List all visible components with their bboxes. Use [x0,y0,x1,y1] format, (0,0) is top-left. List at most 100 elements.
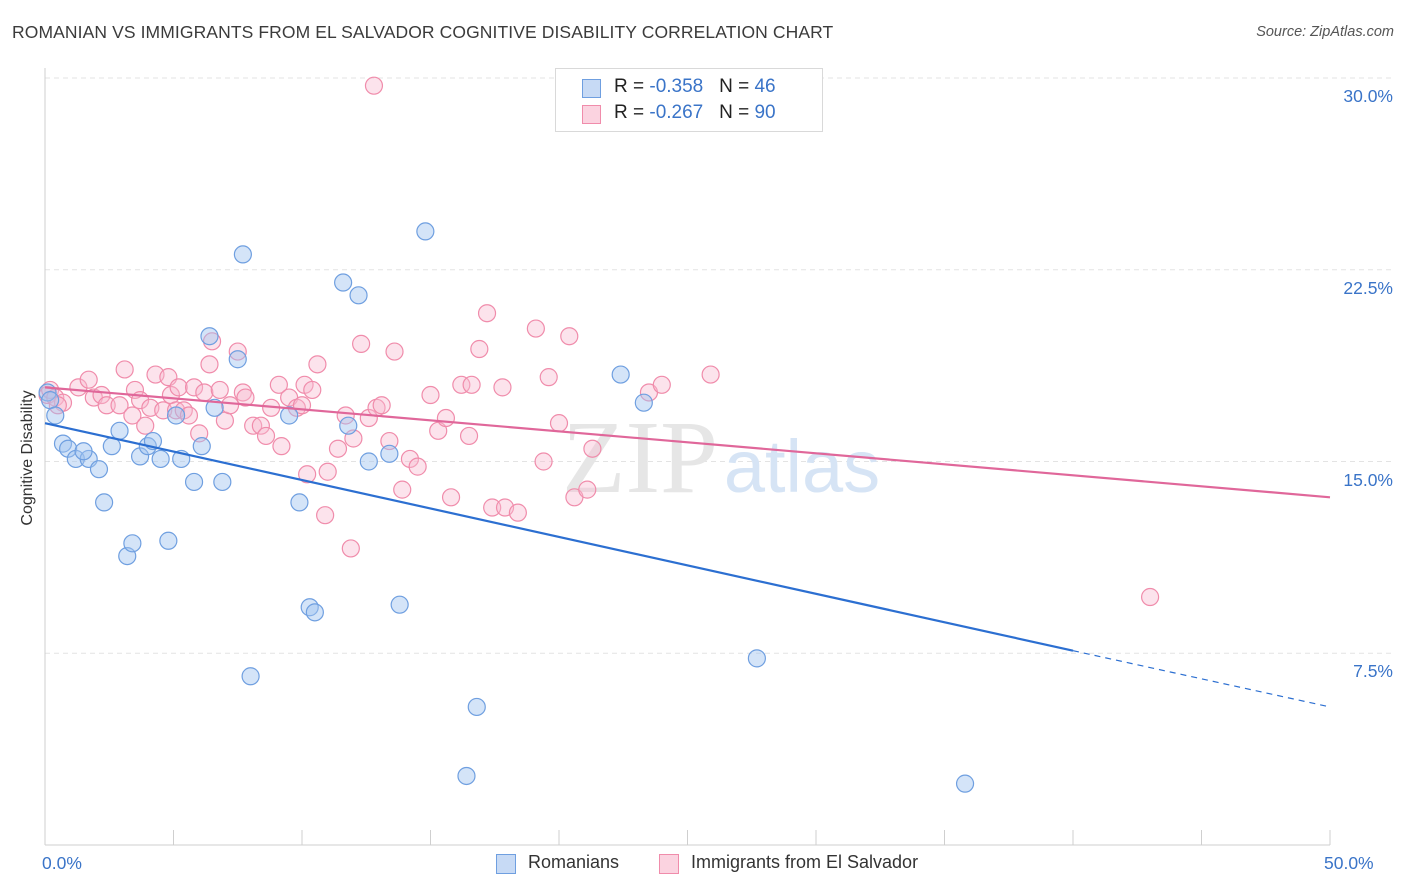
salvador-point [380,431,399,451]
salvador-point [526,319,545,338]
romanian-point [634,393,653,412]
salvador-point [539,368,558,387]
romanian-point [416,222,435,241]
legend-r-value: -0.267 [649,102,704,123]
romanian-point [213,472,232,492]
salvador-point [459,426,479,446]
salvador-point [210,380,229,400]
salvador-point [578,480,597,499]
salvador-point [364,76,384,95]
salvador-point [308,355,327,374]
salvador-point [251,416,270,435]
salvador-point [318,462,337,481]
romanian-point [123,534,142,553]
romanians-trend-line [44,422,1074,652]
romanian-point [66,449,85,469]
salvador-point [303,380,322,400]
salvador-point [385,342,404,361]
romanian-point [184,472,204,492]
salvador-point [169,378,188,397]
salvador-legend-label: Immigrants from El Salvador [691,852,919,872]
salvador-point [97,396,116,415]
romanians-legend-swatch [496,854,516,874]
salvador-point [534,452,553,471]
salvador-trend-line [44,386,1331,499]
romanian-point [611,365,630,384]
salvador-legend-swatch [659,854,679,874]
romanian-point [205,398,224,417]
gridlines [45,77,1392,654]
romanian-point [228,350,247,369]
salvador-point [701,365,720,384]
legend-n-value: 90 [754,102,776,123]
romanian-point [46,406,65,425]
romanian-point [241,667,260,686]
romanian-point [166,406,186,425]
legend-r-label: R = [614,102,650,123]
axes [44,68,1331,846]
romanian-point [290,493,309,512]
watermark-zip: ZIP [562,400,718,515]
legend-r-value: -0.358 [649,76,704,97]
legend-n-label: N = [719,102,755,123]
salvador-point [341,539,360,558]
salvador-point [244,416,263,435]
salvador-swatch [582,105,601,124]
y-tick-label: 15.0% [1343,469,1393,490]
legend-n-label: N = [719,76,755,97]
romanian-point [390,595,409,614]
salvador-point [483,498,502,517]
x-tick-label-max: 50.0% [1324,853,1374,873]
salvador-point [79,370,98,389]
salvador-point [452,375,471,394]
salvador-point [220,396,240,415]
salvador-point [202,332,222,351]
romanian-point [339,416,358,435]
salvador-point [256,426,276,446]
romanian-point [233,245,252,264]
chart-title: ROMANIAN VS IMMIGRANTS FROM EL SALVADOR … [12,22,834,42]
romanian-point [159,531,178,550]
source-label: Source: ZipAtlas.com [1256,24,1394,40]
salvador-point [400,449,420,469]
series-romanians [38,222,975,793]
salvador-point [421,385,440,405]
romanian-point [280,406,299,425]
romanian-point [53,434,73,453]
salvador-point [184,378,204,397]
salvador-point [393,480,412,499]
romanians-legend-label: Romanians [528,852,620,872]
series-el-salvador [38,76,1160,607]
salvador-point [236,388,255,407]
legend-n-value: 46 [754,76,776,97]
romanian-point [467,697,486,717]
romanian-point [359,452,378,471]
romanian-point [747,649,766,668]
salvador-point [110,396,129,415]
salvador-point [1140,587,1160,607]
romanian-point [59,439,78,458]
salvador-point [115,360,134,379]
salvador-point [228,342,247,361]
salvador-point [549,414,569,433]
romanian-point [192,437,211,456]
romanians-trend-extension [1072,650,1331,708]
romanian-point [41,391,60,410]
salvador-point [328,439,348,458]
trend-lines [44,386,1331,708]
romanian-point [305,603,324,622]
romanian-point [89,460,109,479]
y-tick-label: 30.0% [1343,86,1393,106]
romanian-point [380,444,399,463]
salvador-point [233,383,252,402]
stats-legend: R = -0.358 N = 46 R = -0.267 N = 90 [555,68,823,132]
salvador-point [408,457,427,476]
romanian-point [95,493,114,512]
salvador-point [462,375,481,394]
salvador-point [179,406,199,425]
romanian-point [955,774,975,793]
salvador-point [195,383,214,402]
salvador-point [470,339,489,359]
y-tick-label: 22.5% [1343,277,1393,298]
